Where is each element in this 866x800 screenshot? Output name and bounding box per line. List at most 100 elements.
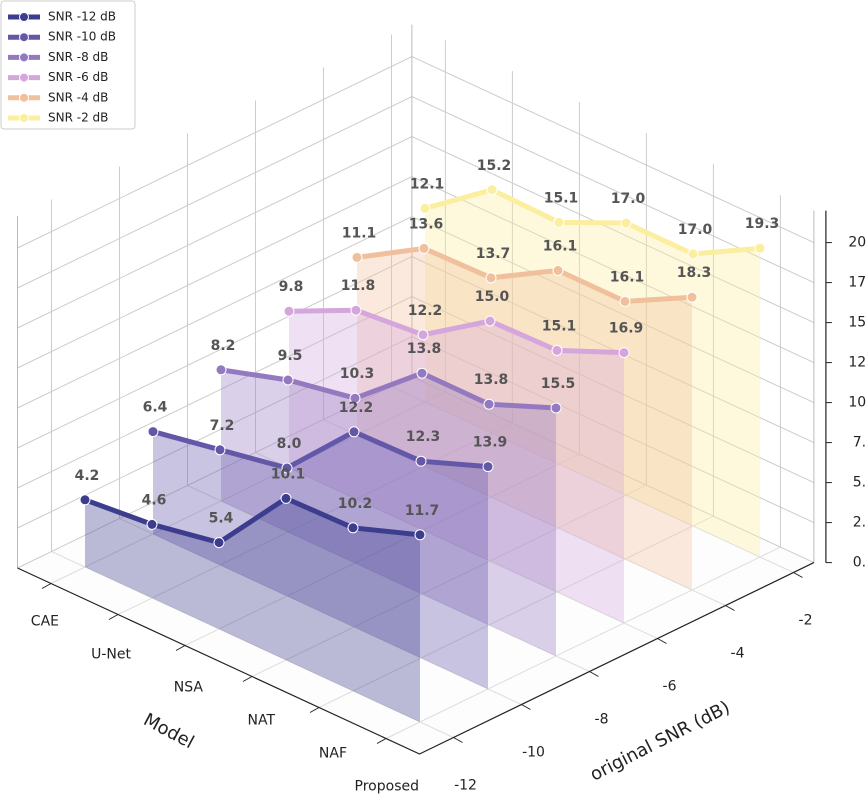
legend-label: SNR -6 dB bbox=[48, 70, 108, 84]
data-point bbox=[280, 492, 292, 504]
floor-grid-line bbox=[385, 546, 781, 739]
value-label: 13.8 bbox=[474, 372, 509, 388]
axis-line bbox=[17, 562, 815, 755]
floor-grid-line bbox=[50, 391, 446, 584]
value-label: 4.6 bbox=[142, 492, 167, 508]
value-label: 11.7 bbox=[405, 503, 440, 519]
z-tick-label: 10.0 bbox=[848, 395, 866, 411]
value-label: 15.1 bbox=[542, 318, 577, 334]
legend-label: SNR -10 dB bbox=[48, 30, 116, 44]
data-point bbox=[619, 295, 631, 307]
value-label: 17.0 bbox=[611, 191, 646, 207]
data-point bbox=[147, 426, 159, 438]
data-point bbox=[482, 461, 494, 473]
value-label: 15.0 bbox=[475, 289, 510, 305]
z-tick-label: 15.0 bbox=[848, 315, 866, 331]
data-point bbox=[553, 216, 565, 228]
y-tick bbox=[657, 638, 667, 644]
legend-marker bbox=[19, 52, 29, 63]
x-tick-label: U-Net bbox=[91, 647, 131, 663]
floor-grid-line bbox=[318, 515, 714, 708]
data-point bbox=[551, 344, 563, 356]
value-label: 15.1 bbox=[544, 190, 579, 206]
series-line bbox=[288, 307, 625, 356]
series-area bbox=[289, 310, 624, 623]
value-label: 6.4 bbox=[143, 400, 168, 416]
x-tick bbox=[108, 614, 119, 620]
data-point bbox=[282, 374, 294, 386]
y-tick-label: -6 bbox=[663, 679, 677, 695]
data-point bbox=[620, 217, 632, 229]
data-point bbox=[754, 242, 766, 254]
data-point bbox=[485, 272, 497, 284]
x-tick-label: NAF bbox=[319, 746, 347, 762]
data-point bbox=[618, 347, 630, 359]
z-tick-label: 2.5 bbox=[853, 515, 866, 531]
series-line bbox=[84, 495, 421, 546]
value-label: 9.5 bbox=[278, 348, 303, 364]
x-tick bbox=[309, 707, 320, 713]
y-axis-title: original SNR (dB) bbox=[587, 697, 734, 786]
z-tick-label: 5.0 bbox=[853, 475, 866, 491]
data-point bbox=[419, 202, 431, 214]
value-label: 10.1 bbox=[271, 466, 306, 482]
floor-grid-line bbox=[117, 422, 513, 615]
value-label: 8.0 bbox=[277, 436, 302, 452]
data-point bbox=[215, 364, 227, 376]
data-point bbox=[350, 304, 362, 316]
series-line bbox=[152, 429, 489, 471]
series-area bbox=[221, 369, 556, 656]
x-tick bbox=[376, 738, 387, 744]
legend-label: SNR -12 dB bbox=[48, 10, 116, 24]
x-tick-label: Proposed bbox=[355, 779, 419, 795]
value-label: 10.3 bbox=[340, 366, 375, 382]
z-tick-label: 17.5 bbox=[848, 275, 866, 291]
x-tick-label: NAT bbox=[247, 713, 275, 729]
data-point bbox=[283, 305, 295, 317]
value-label: 19.3 bbox=[745, 216, 780, 232]
value-label: 17.0 bbox=[678, 222, 713, 238]
value-label: 18.3 bbox=[677, 265, 712, 281]
series-line bbox=[220, 367, 557, 411]
floor-grid-line bbox=[184, 453, 580, 646]
x-tick bbox=[242, 676, 253, 682]
y-tick-label: -12 bbox=[454, 778, 477, 794]
value-label: 13.8 bbox=[407, 341, 442, 357]
value-label: 8.2 bbox=[211, 338, 236, 354]
value-label: 13.9 bbox=[473, 435, 508, 451]
data-point bbox=[347, 522, 359, 534]
data-point bbox=[349, 392, 361, 404]
data-point bbox=[351, 251, 363, 263]
value-label: 11.1 bbox=[342, 225, 377, 241]
value-label: 9.8 bbox=[279, 279, 304, 295]
data-point bbox=[214, 444, 226, 456]
z-tick-label: 7.5 bbox=[853, 435, 866, 451]
floor-grid-line bbox=[251, 484, 647, 677]
floor-grid-line bbox=[51, 551, 454, 738]
value-label: 16.9 bbox=[609, 321, 644, 337]
value-label: 11.8 bbox=[341, 278, 376, 294]
x-axis-title: Model bbox=[140, 709, 198, 753]
legend-marker bbox=[19, 92, 29, 103]
series-area bbox=[153, 431, 488, 689]
data-point bbox=[552, 264, 564, 276]
data-point bbox=[483, 398, 495, 410]
floor-grid-line bbox=[119, 518, 522, 705]
y-tick-label: -8 bbox=[595, 712, 609, 728]
data-point bbox=[348, 426, 360, 438]
x-tick-label: NSA bbox=[174, 680, 204, 696]
data-point bbox=[417, 329, 429, 341]
series-area bbox=[85, 498, 420, 722]
value-label: 12.2 bbox=[339, 400, 374, 416]
x-tick bbox=[175, 645, 186, 651]
data-point bbox=[687, 248, 699, 260]
data-point bbox=[418, 242, 430, 254]
floor-grid-line bbox=[255, 452, 658, 639]
legend-marker bbox=[19, 72, 29, 83]
series-line bbox=[356, 245, 693, 304]
floor-grid-line bbox=[391, 386, 794, 573]
y-tick bbox=[453, 737, 463, 743]
data-point bbox=[414, 529, 426, 541]
z-tick-label: 0.0 bbox=[853, 555, 866, 571]
